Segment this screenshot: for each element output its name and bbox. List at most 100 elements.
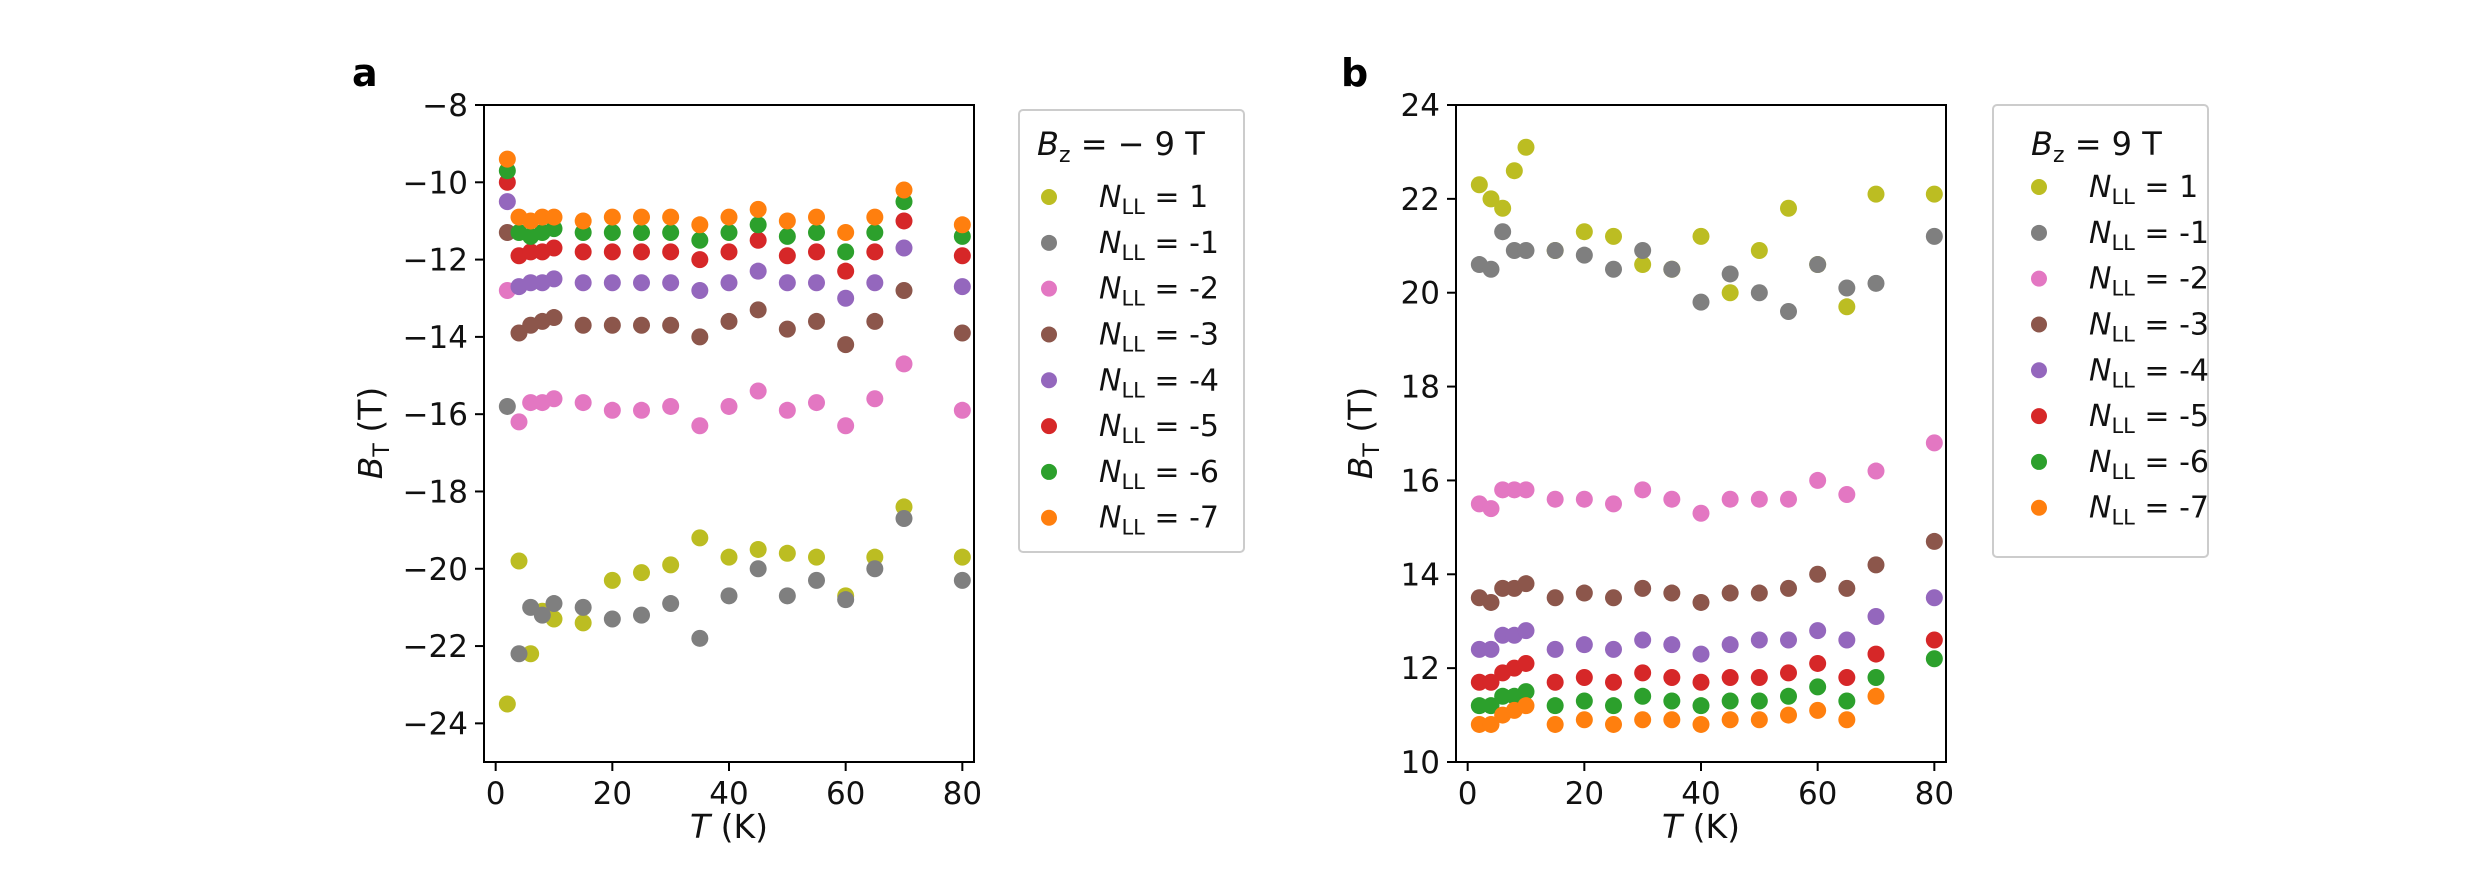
- panel-b-point-s3-13: [1780, 579, 1797, 597]
- panel-a: 0 20 40 60 80 −24 −22 −20 −18 −16 −14 −12 −10 −8 T (…: [351, 88, 1245, 846]
- panel-a-point-s3-4: [545, 309, 563, 327]
- panel-b-y-tick-label: 22: [1401, 182, 1440, 218]
- panel-a-point-s1-1: [510, 645, 528, 663]
- panel-a-legend-label: NLL = -7: [1099, 501, 1219, 540]
- panel-b-point-s6-7: [1605, 697, 1622, 715]
- panel-a-point-s4-14: [837, 289, 855, 307]
- panel-b-legend-marker: [2031, 499, 2047, 516]
- panel-b-point-s5-13: [1780, 664, 1797, 682]
- panel-b-point-s2-16: [1867, 462, 1885, 480]
- panel-a-legend-label: NLL = -2: [1099, 272, 1219, 311]
- panel-a-y-tick-label: −16: [403, 397, 468, 433]
- panel-b-point-s3-1: [1482, 593, 1500, 611]
- panel-b-point-s1-6: [1575, 246, 1593, 264]
- panel-b-point-s7-8: [1634, 711, 1652, 729]
- panel-a-y-ticks: −24 −22 −20 −18 −16 −14 −12 −10 −8: [403, 88, 484, 742]
- panel-b-point-s0-0: [1470, 176, 1488, 194]
- panel-a-point-s0-7: [633, 564, 650, 582]
- panel-b-point-s3-5: [1546, 589, 1564, 607]
- panel-a-y-tick-label: −24: [403, 706, 468, 742]
- panel-a-point-s2-12: [778, 401, 796, 419]
- panel-a-x-tick-label: 80: [943, 776, 982, 812]
- panel-a-point-s2-13: [808, 394, 825, 412]
- panel-b-point-s6-1: [1482, 697, 1500, 715]
- panel-b-point-s0-8: [1634, 256, 1652, 274]
- panel-b-point-s1-14: [1809, 256, 1827, 274]
- panel-label-b: b: [1341, 51, 1368, 95]
- panel-a-point-s1-7: [633, 606, 650, 624]
- panel-b-x-tick-label: 80: [1915, 776, 1954, 812]
- panel-b-point-s2-8: [1634, 481, 1652, 499]
- panel-b-point-s1-13: [1780, 302, 1797, 320]
- panel-b-point-s6-5: [1546, 697, 1564, 715]
- panel-a-point-s3-8: [662, 316, 680, 334]
- panel-a-point-s6-11: [749, 216, 767, 234]
- panel-b-y-axis-label: BT (T): [1341, 387, 1385, 480]
- panel-a-point-s5-10: [720, 243, 738, 261]
- panel-a-y-tick-label: −18: [403, 474, 468, 510]
- panel-b-point-s2-5: [1546, 490, 1564, 508]
- panel-b-point-s7-5: [1546, 715, 1564, 733]
- panel-a-point-s6-9: [691, 231, 709, 249]
- panel-a-point-s4-6: [603, 274, 621, 292]
- panel-b-point-s6-6: [1575, 692, 1593, 710]
- panel-b-point-s5-0: [1470, 673, 1488, 691]
- panel-a-legend-label: NLL = 1: [1099, 180, 1208, 219]
- panel-b-point-s6-15: [1838, 692, 1856, 710]
- panel-a-point-s0-13: [808, 548, 825, 566]
- panel-a-x-tick-label: 60: [826, 776, 865, 812]
- panel-a-point-s7-12: [778, 212, 796, 230]
- panel-b-point-s4-7: [1605, 640, 1622, 658]
- panel-a-point-s4-13: [808, 274, 825, 292]
- panel-a-legend-marker: [1041, 509, 1057, 526]
- panel-a-point-s2-11: [749, 382, 767, 400]
- panel-b-point-s3-6: [1575, 584, 1593, 602]
- panel-b-point-s2-4: [1517, 481, 1535, 499]
- panel-b-data-points: [1470, 138, 1943, 733]
- panel-a-point-s7-9: [691, 216, 709, 234]
- panel-a-point-s3-16: [895, 282, 913, 300]
- panel-b-point-s3-17: [1925, 532, 1943, 550]
- panel-a-point-s4-8: [662, 274, 680, 292]
- panel-a-point-s6-6: [603, 224, 621, 242]
- panel-b-point-s4-6: [1575, 636, 1593, 654]
- panel-b-point-s5-16: [1867, 645, 1885, 663]
- panel-b-point-s1-3: [1505, 241, 1523, 259]
- panel-a-point-s1-14: [837, 591, 855, 609]
- panel-b-point-s4-2: [1494, 626, 1512, 644]
- panel-a-point-s7-0: [498, 150, 516, 168]
- panel-b-legend-marker: [2031, 224, 2047, 241]
- panel-b-point-s1-4: [1517, 241, 1535, 259]
- panel-a-legend-label: NLL = -5: [1099, 409, 1219, 448]
- panel-a-point-s7-7: [633, 208, 650, 226]
- panel-b-point-s2-7: [1605, 495, 1622, 513]
- panel-b-point-s5-6: [1575, 669, 1593, 687]
- panel-b-point-s6-4: [1517, 683, 1535, 701]
- panel-a-legend-label: NLL = -6: [1099, 455, 1219, 494]
- panel-b-x-tick-label: 60: [1798, 776, 1837, 812]
- panel-b-point-s5-11: [1721, 669, 1739, 687]
- panel-b-legend-label: NLL = -6: [2089, 445, 2209, 484]
- panel-b-point-s1-10: [1692, 293, 1710, 311]
- panel-a-point-s4-17: [953, 278, 971, 296]
- panel-a-x-tick-label: 20: [593, 776, 632, 812]
- panel-a-point-s5-13: [808, 243, 825, 261]
- panel-b-y-tick-label: 12: [1401, 651, 1440, 687]
- panel-b-y-tick-label: 24: [1401, 88, 1440, 124]
- panel-a-point-s1-13: [808, 571, 825, 589]
- panel-a-point-s2-6: [603, 401, 621, 419]
- panel-a-x-ticks: 0 20 40 60 80: [486, 762, 982, 812]
- panel-a-point-s0-9: [691, 529, 709, 547]
- panel-b-point-s3-15: [1838, 579, 1856, 597]
- panel-b-y-tick-label: 18: [1401, 370, 1440, 406]
- panel-b-legend-marker: [2031, 453, 2047, 470]
- panel-a-x-tick-label: 40: [709, 776, 748, 812]
- panel-a-point-s7-15: [866, 208, 884, 226]
- panel-a-point-s0-17: [953, 548, 971, 566]
- panel-b-point-s0-11: [1721, 284, 1739, 302]
- panel-a-point-s1-10: [720, 587, 738, 605]
- panel-a-point-s3-15: [866, 312, 884, 330]
- panel-b-point-s5-14: [1809, 654, 1827, 672]
- panel-b-point-s6-2: [1494, 687, 1512, 705]
- panel-a-point-s1-3: [533, 606, 551, 624]
